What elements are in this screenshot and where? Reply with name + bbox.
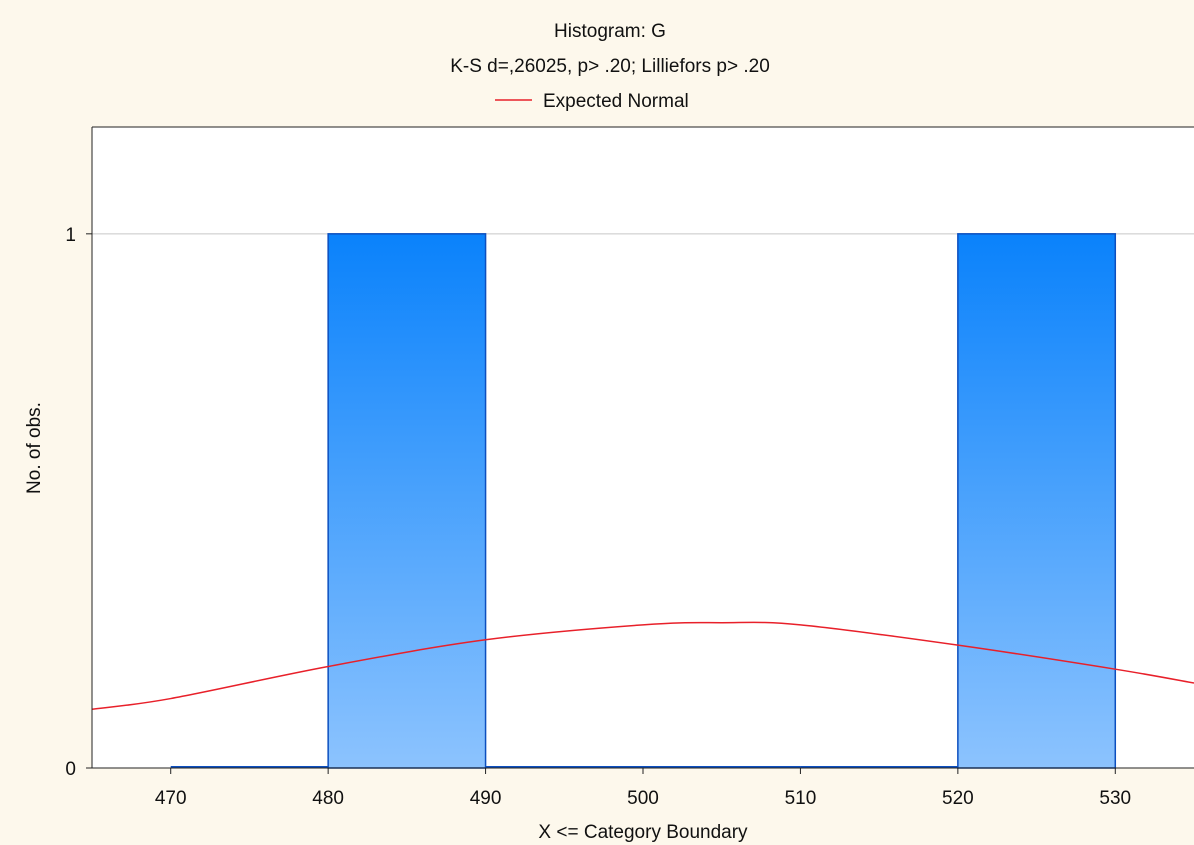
bars-layer [170, 233, 1117, 769]
x-tick-label-520: 520 [942, 788, 974, 809]
x-tick-label-510: 510 [785, 788, 817, 809]
chart-subtitle: K-S d=,26025, p> .20; Lilliefors p> .20 [450, 56, 770, 77]
y-tick-label-1: 1 [65, 225, 76, 246]
x-tick-label-480: 480 [312, 788, 344, 809]
legend: Expected Normal [495, 91, 689, 112]
chart-title: Histogram: G [554, 21, 666, 42]
bar-520-530 [957, 233, 1117, 769]
y-axis-label: No. of obs. [24, 402, 45, 494]
ticks-layer: 470 480 490 500 510 520 530 0 1 [65, 225, 1131, 809]
bar-480-490 [327, 233, 487, 769]
x-tick-label-470: 470 [155, 788, 187, 809]
legend-label-expected-normal: Expected Normal [543, 91, 689, 112]
y-tick-label-0: 0 [65, 759, 76, 780]
curve-layer [92, 621, 1194, 710]
series-line-expected-normal [92, 621, 1194, 710]
x-tick-label-530: 530 [1099, 788, 1131, 809]
x-tick-label-490: 490 [470, 788, 502, 809]
x-axis-label: X <= Category Boundary [538, 822, 748, 843]
x-tick-label-500: 500 [627, 788, 659, 809]
